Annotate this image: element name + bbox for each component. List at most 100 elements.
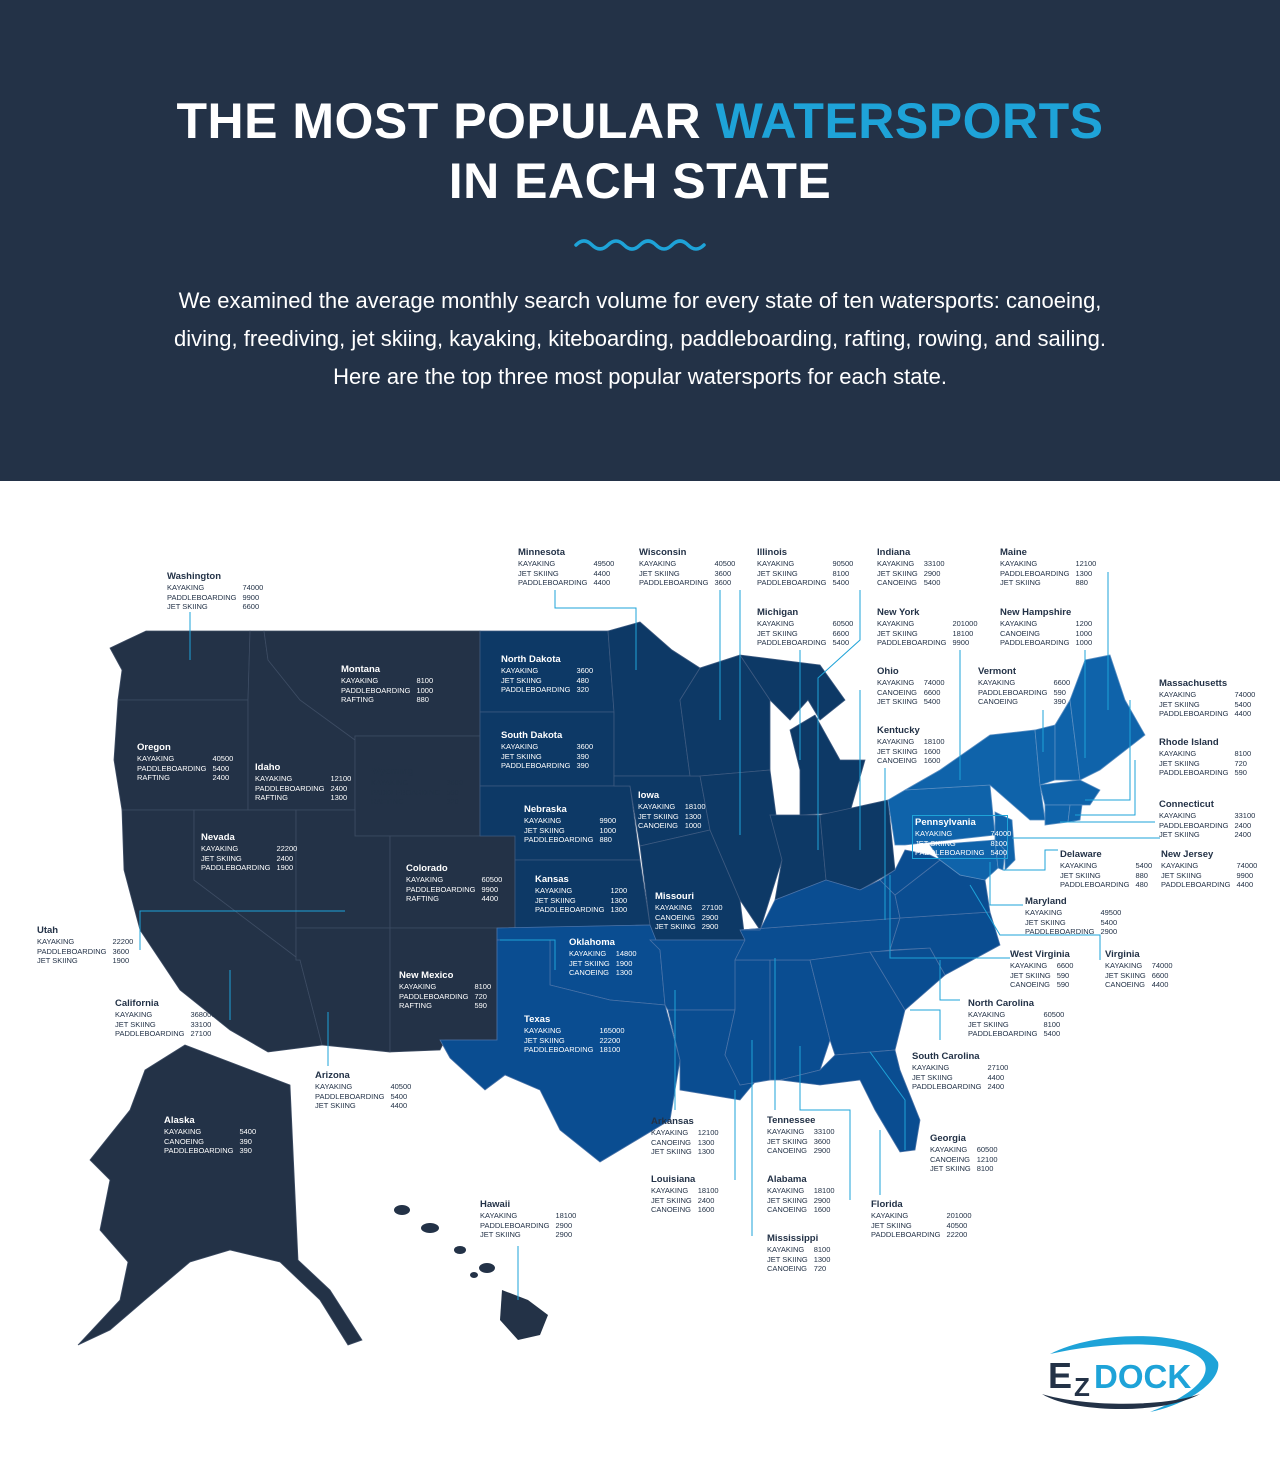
ezdock-logo[interactable]: E Z DOCK bbox=[1040, 1332, 1222, 1416]
sport-name: CANOEING bbox=[978, 697, 1019, 707]
sport-name: KAYAKING bbox=[1060, 861, 1098, 870]
sport-row: KAYAKING 1200 bbox=[535, 886, 627, 896]
sport-row: JET SKIING 3600 bbox=[639, 569, 735, 579]
sport-name: KAYAKING bbox=[524, 1026, 562, 1035]
sport-row: KAYAKING 22200 bbox=[201, 844, 297, 854]
sport-volume: 74000 bbox=[1236, 861, 1258, 870]
state-name: Michigan bbox=[757, 607, 799, 618]
state-label-mississippi: Mississippi KAYAKING 8100 JET SKIING 1300 CAN… bbox=[767, 1232, 830, 1274]
sport-volume: 590 bbox=[1053, 687, 1066, 697]
sport-volume: 390 bbox=[576, 751, 589, 761]
state-name: North Dakota bbox=[501, 654, 561, 665]
sport-name: RAFTING bbox=[399, 1001, 432, 1011]
sport-row: KAYAKING 8100 bbox=[399, 982, 491, 992]
state-name: Indiana bbox=[877, 547, 911, 558]
sport-row: JET SKIING 6600 bbox=[167, 602, 263, 612]
state-name: Mississippi bbox=[767, 1233, 819, 1244]
sport-volume: 368000 bbox=[190, 1010, 216, 1019]
sport-name: KAYAKING bbox=[535, 886, 573, 895]
sport-volume: 590 bbox=[474, 1001, 487, 1011]
sport-volume: 5400 bbox=[1100, 917, 1118, 927]
state-name: Oregon bbox=[137, 742, 171, 753]
sport-volume: 1300 bbox=[610, 905, 628, 915]
sport-row: CANOEING 2900 bbox=[655, 913, 723, 923]
state-name: Idaho bbox=[255, 762, 281, 773]
sport-name: PADDLEBOARDING bbox=[501, 685, 571, 695]
sport-row: CANOEING 1300 bbox=[569, 968, 637, 978]
sport-name: PADDLEBOARDING bbox=[1161, 880, 1231, 890]
sport-name: KAYAKING bbox=[968, 1010, 1006, 1019]
sport-volume: 49500 bbox=[593, 559, 615, 568]
sport-name: KAYAKING bbox=[524, 816, 562, 825]
sport-volume: 720 bbox=[474, 991, 487, 1001]
state-label-rhode-island: Rhode Island KAYAKING 8100 JET SKIING 720 PAD… bbox=[1159, 736, 1251, 778]
state-label-missouri: Missouri KAYAKING 27100 CANOEING 2900 JET SKI… bbox=[655, 890, 723, 932]
header-banner: THE MOST POPULAR WATERSPORTS IN EACH STA… bbox=[0, 0, 1280, 481]
sport-name: RAFTING bbox=[255, 793, 288, 803]
sport-row: JET SKIING 2400 bbox=[201, 854, 297, 864]
sport-volume: 2900 bbox=[701, 922, 719, 932]
sport-row: JET SKIING 4400 bbox=[315, 1101, 411, 1111]
sport-name: KAYAKING bbox=[912, 1063, 950, 1072]
sport-volume: 18100 bbox=[555, 1211, 577, 1220]
sport-row: PADDLEBOARDING 1300 bbox=[1000, 569, 1096, 579]
sport-row: KAYAKING 33100 bbox=[877, 559, 945, 569]
sport-row: KAYAKING 368000 bbox=[115, 1010, 216, 1020]
sport-volume: 49500 bbox=[1100, 908, 1122, 917]
state-label-west-virginia: West Virginia KAYAKING 6600 JET SKIING 590 CA… bbox=[1010, 948, 1073, 990]
sport-row: JET SKIING 1900 bbox=[37, 956, 133, 966]
state-label-washington: Washington KAYAKING 74000 PADDLEBOARDING 990… bbox=[167, 570, 263, 612]
sport-row: KAYAKING 9900 bbox=[524, 816, 616, 826]
sport-name: JET SKIING bbox=[877, 568, 918, 578]
sport-volume: 90500 bbox=[832, 559, 854, 568]
sport-row: KAYAKING 40500 bbox=[137, 754, 233, 764]
sport-volume: 60500 bbox=[481, 875, 503, 884]
state-texas bbox=[439, 939, 681, 1163]
sport-name: JET SKIING bbox=[1159, 699, 1200, 709]
sport-name: PADDLEBOARDING bbox=[37, 946, 107, 956]
sport-row: JET SKIING 5400 bbox=[1159, 700, 1255, 710]
state-name: Florida bbox=[871, 1199, 903, 1210]
leader-south-carolina bbox=[910, 1009, 941, 1040]
sport-name: CANOEING bbox=[877, 756, 918, 766]
state-label-wisconsin: Wisconsin KAYAKING 40500 JET SKIING 3600 PADD… bbox=[639, 546, 735, 588]
sport-volume: 1600 bbox=[813, 1205, 831, 1215]
sport-name: PADDLEBOARDING bbox=[757, 578, 827, 588]
state-hawaii bbox=[394, 1205, 548, 1340]
sport-volume: 5400 bbox=[923, 697, 941, 707]
sport-name: JET SKIING bbox=[1159, 758, 1200, 768]
state-name: Virginia bbox=[1105, 949, 1140, 960]
sport-row: PADDLEBOARDING 2400 bbox=[912, 1082, 1008, 1092]
sport-row: JET SKIING 9900 bbox=[1161, 871, 1257, 881]
sport-row: JET SKIING 1300 bbox=[638, 812, 706, 822]
sport-volume: 2400 bbox=[697, 1195, 715, 1205]
sport-volume: 12100 bbox=[330, 774, 352, 783]
state-florida bbox=[779, 1049, 921, 1153]
sport-name: KAYAKING bbox=[1159, 811, 1197, 820]
sport-row: CANOEING 6600 bbox=[877, 688, 945, 698]
state-label-indiana: Indiana KAYAKING 33100 JET SKIING 2900 CANOEI… bbox=[877, 546, 945, 588]
sport-volume: 6600 bbox=[242, 602, 260, 612]
leader-georgia bbox=[869, 1051, 906, 1150]
sport-name: PADDLEBOARDING bbox=[968, 1029, 1038, 1039]
state-wisconsin bbox=[679, 654, 771, 777]
sport-volume: 8100 bbox=[1043, 1019, 1061, 1029]
state-name: Nebraska bbox=[524, 804, 567, 815]
sport-name: PADDLEBOARDING bbox=[1025, 927, 1095, 937]
state-label-oregon: Oregon KAYAKING 40500 PADDLEBOARDING 5400 RAF… bbox=[137, 741, 233, 783]
sport-row: KAYAKING 3600 bbox=[501, 742, 593, 752]
sport-name: KAYAKING bbox=[651, 1128, 689, 1137]
state-label-louisiana: Louisiana KAYAKING 18100 JET SKIING 2400 CANO… bbox=[651, 1173, 719, 1215]
sport-row: JET SKIING 22200 bbox=[524, 1036, 625, 1046]
sport-row: JET SKIING 5400 bbox=[1025, 918, 1121, 928]
sport-name: PADDLEBOARDING bbox=[137, 763, 207, 773]
state-name: Hawaii bbox=[480, 1199, 511, 1210]
sport-name: JET SKIING bbox=[480, 1230, 521, 1240]
sport-volume: 9900 bbox=[481, 884, 499, 894]
sport-name: PADDLEBOARDING bbox=[315, 1091, 385, 1101]
sport-name: JET SKIING bbox=[767, 1195, 808, 1205]
sport-name: CANOEING bbox=[164, 1136, 205, 1146]
sport-name: JET SKIING bbox=[871, 1220, 912, 1230]
sport-volume: 1000 bbox=[416, 685, 434, 695]
sport-name: JET SKIING bbox=[1060, 870, 1101, 880]
